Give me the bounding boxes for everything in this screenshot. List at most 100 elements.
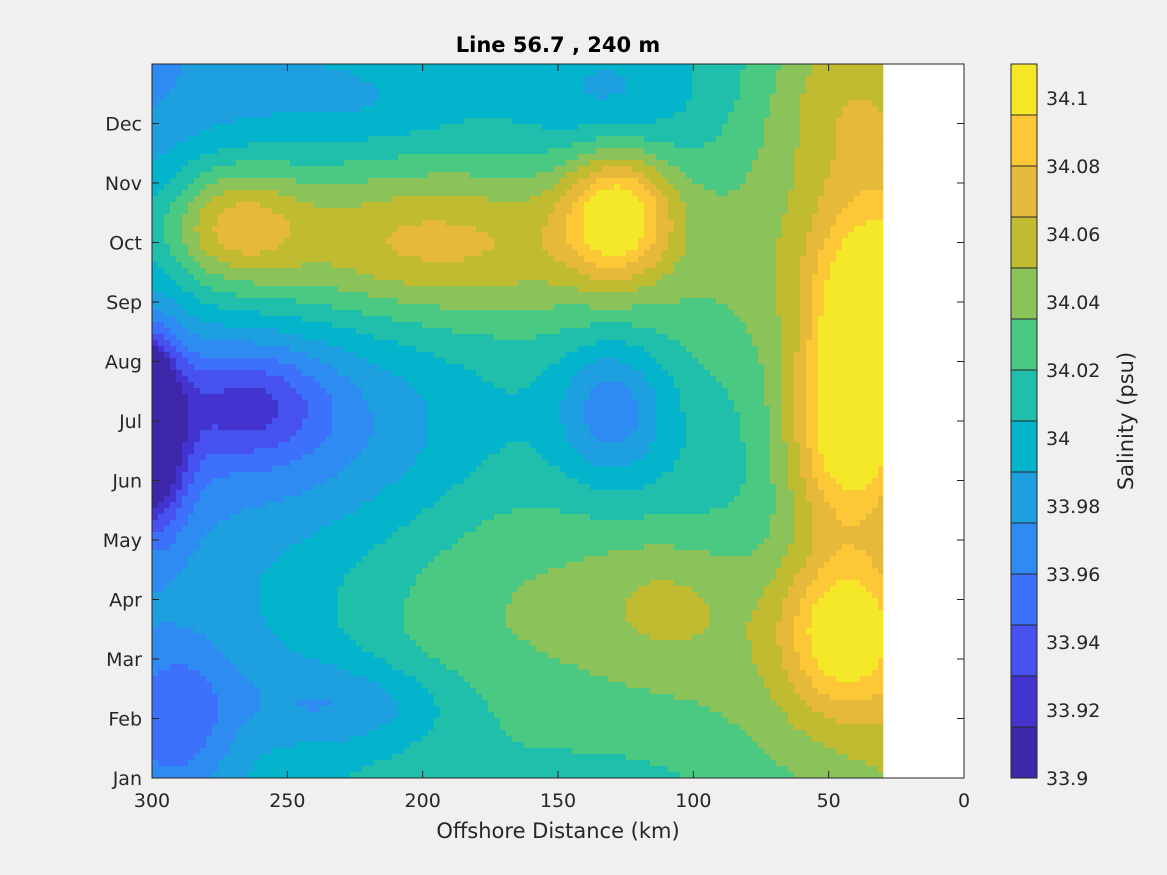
contour-cell	[344, 652, 351, 659]
contour-cell	[224, 340, 231, 347]
contour-cell	[188, 352, 195, 359]
contour-cell	[188, 358, 195, 365]
contour-cell	[344, 268, 351, 275]
contour-cell	[374, 328, 381, 335]
contour-cell	[392, 694, 399, 701]
contour-cell	[356, 304, 363, 311]
contour-cell	[188, 286, 195, 293]
contour-cell	[230, 616, 237, 623]
contour-cell	[254, 304, 261, 311]
contour-cell	[386, 316, 393, 323]
contour-cell	[278, 496, 285, 503]
contour-cell	[272, 586, 279, 593]
contour-cell	[164, 700, 171, 707]
contour-cell	[158, 250, 165, 257]
contour-cell	[152, 346, 159, 353]
contour-cell	[200, 202, 207, 209]
contour-cell	[206, 76, 213, 83]
contour-cell	[314, 574, 321, 581]
contour-cell	[224, 208, 231, 215]
contour-cell	[284, 634, 291, 641]
contour-cell	[236, 250, 243, 257]
contour-cell	[368, 340, 375, 347]
contour-cell	[158, 370, 165, 377]
contour-cell	[182, 196, 189, 203]
contour-cell	[242, 634, 249, 641]
contour-cell	[332, 64, 339, 71]
contour-cell	[194, 592, 201, 599]
contour-cell	[290, 766, 297, 773]
contour-cell	[272, 214, 279, 221]
contour-cell	[230, 280, 237, 287]
contour-cell	[284, 214, 291, 221]
contour-cell	[254, 322, 261, 329]
contour-cell	[368, 658, 375, 665]
contour-cell	[158, 160, 165, 167]
contour-cell	[320, 130, 327, 137]
contour-cell	[338, 298, 345, 305]
contour-cell	[176, 208, 183, 215]
contour-cell	[320, 280, 327, 287]
contour-cell	[290, 100, 297, 107]
contour-cell	[236, 226, 243, 233]
contour-cell	[344, 592, 351, 599]
contour-cell	[230, 580, 237, 587]
contour-cell	[368, 358, 375, 365]
contour-cell	[236, 388, 243, 395]
contour-cell	[368, 694, 375, 701]
contour-cell	[308, 406, 315, 413]
contour-cell	[350, 364, 357, 371]
contour-cell	[344, 220, 351, 227]
contour-cell	[350, 772, 357, 779]
contour-cell	[302, 628, 309, 635]
contour-cell	[176, 286, 183, 293]
contour-cell	[242, 472, 249, 479]
contour-cell	[194, 388, 201, 395]
contour-cell	[368, 316, 375, 323]
contour-cell	[272, 364, 279, 371]
contour-cell	[206, 424, 213, 431]
contour-cell	[338, 742, 345, 749]
contour-cell	[194, 256, 201, 263]
contour-cell	[230, 772, 237, 779]
contour-cell	[254, 502, 261, 509]
contour-cell	[320, 592, 327, 599]
contour-cell	[152, 544, 159, 551]
contour-cell	[242, 100, 249, 107]
contour-cell	[170, 178, 177, 185]
contour-cell	[152, 532, 159, 539]
contour-cell	[254, 706, 261, 713]
contour-cell	[344, 508, 351, 515]
contour-cell	[284, 514, 291, 521]
contour-cell	[326, 256, 333, 263]
contour-cell	[314, 382, 321, 389]
contour-cell	[314, 352, 321, 359]
contour-cell	[380, 442, 387, 449]
contour-cell	[152, 586, 159, 593]
contour-cell	[278, 580, 285, 587]
contour-cell	[152, 136, 159, 143]
contour-cell	[278, 430, 285, 437]
contour-cell	[260, 460, 267, 467]
contour-cell	[272, 244, 279, 251]
contour-cell	[152, 256, 159, 263]
contour-cell	[392, 64, 399, 71]
contour-cell	[302, 544, 309, 551]
contour-cell	[152, 352, 159, 359]
contour-cell	[200, 760, 207, 767]
contour-cell	[368, 412, 375, 419]
contour-cell	[386, 634, 393, 641]
contour-cell	[218, 544, 225, 551]
contour-cell	[320, 514, 327, 521]
contour-cell	[164, 688, 171, 695]
contour-cell	[302, 550, 309, 557]
contour-cell	[236, 580, 243, 587]
contour-cell	[272, 352, 279, 359]
contour-cell	[398, 430, 405, 437]
contour-cell	[392, 310, 399, 317]
contour-cell	[314, 316, 321, 323]
contour-cell	[350, 574, 357, 581]
contour-cell	[278, 124, 285, 131]
contour-cell	[206, 346, 213, 353]
contour-cell	[230, 352, 237, 359]
